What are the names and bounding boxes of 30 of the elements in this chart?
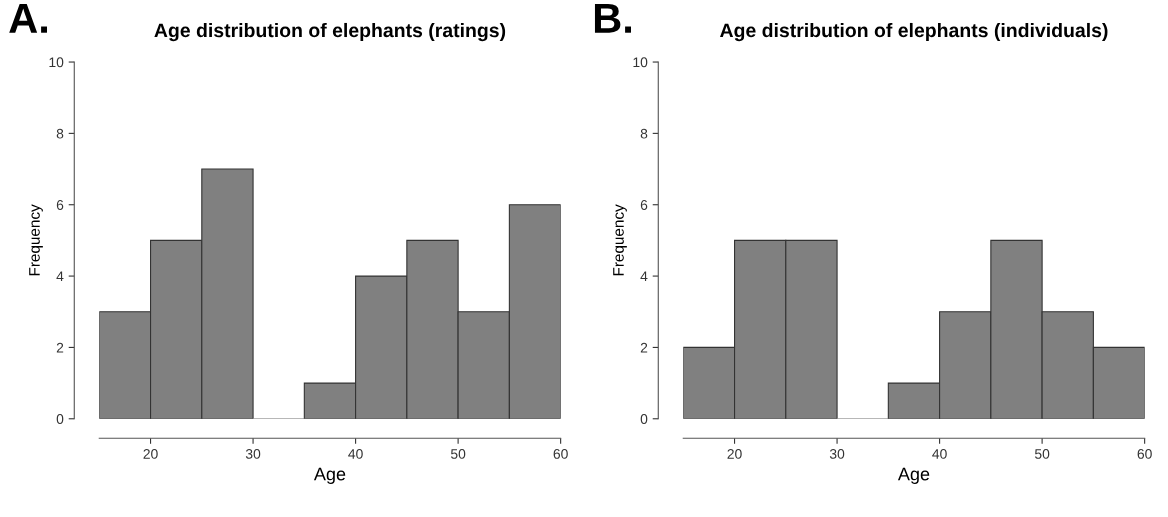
x-tick-label: 30 (245, 449, 261, 459)
x-tick-label: 50 (450, 449, 466, 459)
chart-title: Age distribution of elephants (ratings) (154, 22, 506, 42)
y-tick-label: 0 (56, 414, 64, 424)
y-tick-label: 10 (49, 57, 64, 68)
x-tick-label: 40 (348, 449, 363, 459)
y-tick-label: 0 (640, 414, 648, 424)
text: B. (594, 4, 631, 33)
x-tick-label: 20 (143, 449, 158, 459)
y-tick-label: 8 (640, 128, 648, 139)
x-tick-label: 50 (1034, 449, 1050, 459)
x-tick-label: 30 (829, 449, 845, 459)
y-tick-label: 2 (56, 342, 64, 353)
x-tick-label: 60 (1137, 449, 1152, 459)
x-tick-label: 20 (727, 449, 742, 459)
y-tick-label: 4 (640, 271, 648, 282)
y-tick-label: 2 (640, 342, 648, 353)
x-axis-title: Age (313, 467, 346, 484)
y-axis-title: Frequency (613, 204, 627, 276)
y-tick-label: 8 (56, 128, 64, 139)
x-tick-label: 60 (553, 449, 568, 459)
x-tick-label: 40 (932, 449, 947, 459)
y-tick-label: 6 (640, 200, 648, 210)
chart-title: Age distribution of elephants (individuals) (720, 22, 1108, 42)
y-axis-title: Frequency (29, 204, 43, 276)
x-axis-title: Age (897, 467, 930, 484)
text: A. (9, 4, 47, 33)
y-tick-label: 10 (633, 57, 648, 68)
y-tick-label: 4 (56, 271, 64, 282)
y-tick-label: 6 (56, 200, 64, 210)
